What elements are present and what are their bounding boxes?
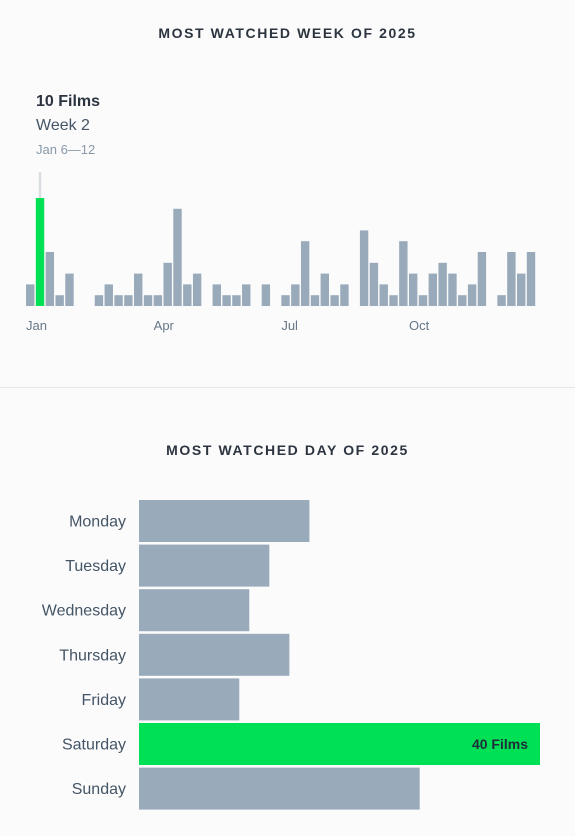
day-label-sunday: Sunday <box>72 781 126 798</box>
week-bar[interactable] <box>458 295 467 306</box>
week-bar[interactable] <box>369 262 379 306</box>
day-bar-sunday[interactable] <box>139 767 420 810</box>
week-bar[interactable] <box>291 284 300 306</box>
week-x-tick-label: Jan <box>26 318 47 333</box>
week-bar[interactable] <box>26 284 35 306</box>
highlight-films-count: 10 Films <box>36 93 101 110</box>
week-bar[interactable] <box>399 241 408 306</box>
week-bar[interactable] <box>408 273 418 306</box>
week-bar[interactable] <box>330 295 339 306</box>
day-section-title: MOST WATCHED DAY OF 2025 <box>166 442 409 458</box>
week-bar[interactable] <box>517 273 526 306</box>
week-bar[interactable] <box>153 295 163 306</box>
week-bar[interactable] <box>497 295 506 306</box>
day-label-wednesday: Wednesday <box>42 603 126 620</box>
week-bar[interactable] <box>134 273 143 306</box>
week-bar[interactable] <box>467 284 477 306</box>
day-bar-value-label: 40 Films <box>472 736 528 752</box>
week-x-tick-label: Apr <box>154 318 175 333</box>
week-bar[interactable] <box>124 295 133 306</box>
week-bar[interactable] <box>143 295 153 306</box>
week-x-tick-label: Oct <box>409 318 430 333</box>
week-bar[interactable] <box>45 252 55 306</box>
week-bar[interactable] <box>359 230 369 306</box>
week-bar[interactable] <box>320 273 329 306</box>
week-bar[interactable] <box>438 262 447 306</box>
week-bar[interactable] <box>163 262 172 306</box>
day-bar-thursday[interactable] <box>139 633 290 676</box>
week-bar[interactable] <box>418 295 428 306</box>
weekly-bar-chart[interactable]: Jan Apr Jul Oct <box>0 160 575 340</box>
week-bar[interactable] <box>428 273 438 306</box>
day-label-thursday: Thursday <box>59 647 126 664</box>
week-bar[interactable] <box>340 284 349 306</box>
highlight-date-range: Jan 6—12 <box>36 142 96 157</box>
highlight-week-label: Week 2 <box>36 117 90 134</box>
week-bar[interactable] <box>222 295 231 306</box>
week-bar[interactable] <box>448 273 457 306</box>
week-highlight-summary: 10 Films Week 2 Jan 6—12 <box>36 92 100 159</box>
day-bar-saturday[interactable] <box>139 723 540 765</box>
week-bar[interactable] <box>310 295 320 306</box>
week-bar[interactable] <box>94 295 104 306</box>
day-bar-wednesday[interactable] <box>139 589 250 632</box>
week-bar[interactable] <box>281 295 290 306</box>
week-bar[interactable] <box>232 295 241 306</box>
section-divider <box>0 387 575 388</box>
week-bar[interactable] <box>300 241 310 306</box>
week-bar[interactable] <box>242 284 251 306</box>
week-bar[interactable] <box>104 284 113 306</box>
week-section-title: MOST WATCHED WEEK OF 2025 <box>158 25 417 41</box>
day-bar-friday[interactable] <box>139 678 240 721</box>
day-bar-tuesday[interactable] <box>139 544 270 587</box>
day-bar-monday[interactable] <box>139 500 310 542</box>
week-bar[interactable] <box>507 252 516 306</box>
week-bar[interactable] <box>183 284 192 306</box>
week-bar[interactable] <box>379 284 388 306</box>
week-x-tick-label: Jul <box>281 318 298 333</box>
week-bar[interactable] <box>389 295 398 306</box>
week-bar[interactable] <box>173 208 182 306</box>
week-bar[interactable] <box>55 295 64 306</box>
week-bar[interactable] <box>526 252 536 306</box>
week-bar[interactable] <box>192 273 202 306</box>
daily-bar-chart[interactable]: Monday Tuesday Wednesday Thursday Friday Satu… <box>0 490 575 820</box>
day-label-tuesday: Tuesday <box>65 558 126 575</box>
week-bar[interactable] <box>261 284 271 306</box>
week-bar[interactable] <box>477 252 487 306</box>
day-label-saturday: Saturday <box>62 737 126 754</box>
week-bar[interactable] <box>114 295 123 306</box>
week-bar-highlighted[interactable] <box>35 198 45 306</box>
day-label-monday: Monday <box>69 514 126 531</box>
week-bar[interactable] <box>65 273 74 306</box>
week-bar[interactable] <box>212 284 221 306</box>
day-label-friday: Friday <box>82 692 126 709</box>
